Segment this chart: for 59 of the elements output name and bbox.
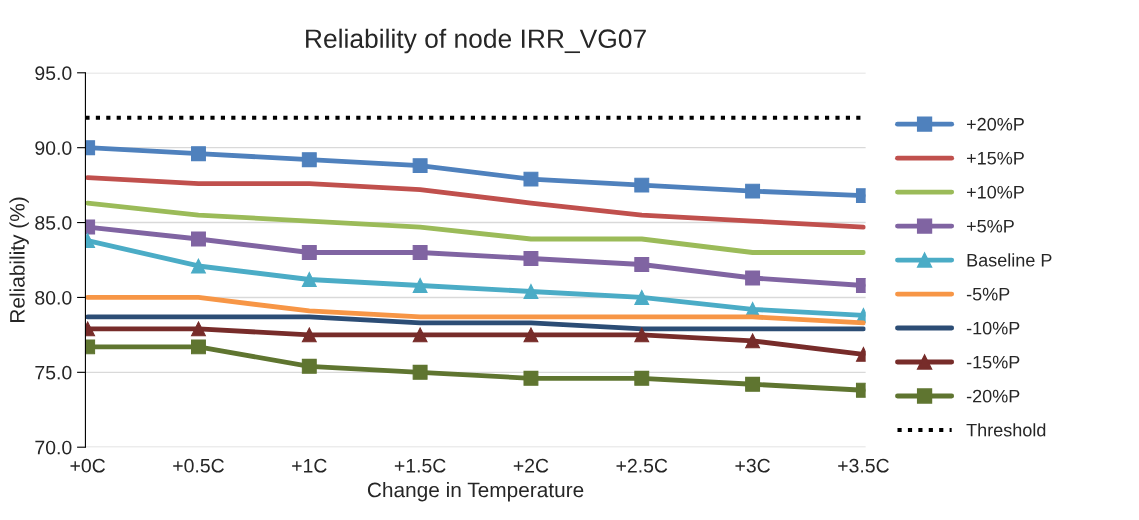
y-tick-label: 95.0 — [35, 66, 72, 81]
line-series — [85, 175, 866, 230]
point — [191, 146, 206, 162]
y-tick-label: 75.0 — [35, 365, 72, 380]
point — [191, 231, 206, 247]
line-series — [85, 295, 866, 326]
point — [191, 258, 206, 274]
legend-label: +20%P — [966, 117, 1024, 131]
legend-label: -20%P — [966, 389, 1020, 403]
point — [301, 152, 317, 168]
y-tick-label: 80.0 — [35, 290, 72, 305]
point — [634, 370, 650, 386]
point — [191, 321, 206, 337]
legend-label: +5%P — [966, 219, 1014, 233]
point — [523, 251, 539, 266]
point — [634, 257, 650, 272]
y-tick-label: 70.0 — [35, 440, 72, 455]
point — [412, 364, 428, 380]
line-series — [85, 200, 866, 255]
point — [191, 339, 206, 355]
point — [745, 333, 761, 349]
point — [412, 278, 428, 293]
legend-label: Threshold — [966, 423, 1046, 437]
point — [523, 171, 539, 187]
point — [301, 272, 317, 287]
y-tick-label: 90.0 — [35, 141, 72, 155]
point — [412, 245, 428, 260]
x-axis-title: Change in Temperature — [367, 481, 584, 502]
legend-label: +10%P — [966, 185, 1024, 199]
point — [745, 270, 761, 286]
x-tick-label: +1C — [292, 458, 327, 473]
legend-label: +15%P — [966, 151, 1024, 165]
point — [301, 245, 317, 260]
x-tick-label: +2.5C — [616, 458, 668, 473]
point — [634, 327, 650, 343]
legend-label: -5%P — [966, 287, 1010, 301]
point — [523, 327, 539, 343]
y-axis-title: Reliability (%) — [9, 197, 29, 322]
point — [301, 358, 317, 374]
chart-title: Reliability of node IRR_VG07 — [306, 28, 646, 54]
point — [745, 376, 761, 392]
point — [634, 289, 650, 305]
point — [412, 327, 428, 343]
legend-label: -15%P — [966, 355, 1020, 369]
point — [634, 177, 650, 193]
x-tick-label: +1.5C — [394, 458, 446, 473]
point — [523, 283, 539, 299]
point — [412, 158, 428, 174]
x-tick-label: +3.5C — [838, 458, 889, 473]
y-tick-label: 85.0 — [35, 216, 72, 230]
legend-label: Baseline P — [967, 253, 1052, 267]
legend-label: -10%P — [966, 321, 1020, 335]
point — [301, 327, 317, 343]
point — [745, 183, 761, 199]
x-tick-label: +2C — [513, 458, 549, 473]
x-tick-label: +3C — [735, 458, 770, 473]
point — [523, 370, 539, 386]
x-tick-label: +0C — [70, 458, 106, 473]
x-tick-label: +0.5C — [173, 458, 224, 473]
